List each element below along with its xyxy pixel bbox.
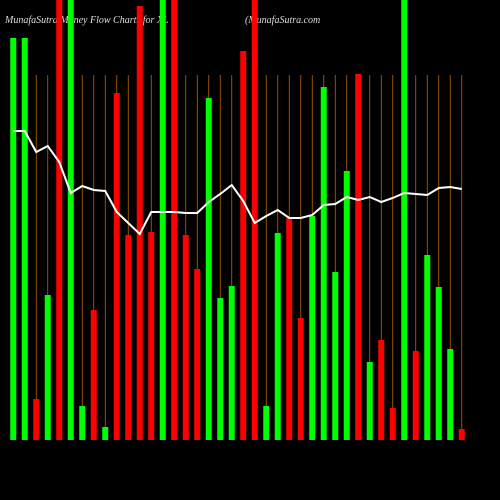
bar [67, 0, 74, 440]
bar [309, 216, 316, 440]
bar [263, 406, 270, 440]
bar [44, 295, 51, 440]
bar [33, 399, 40, 440]
bar [136, 6, 143, 440]
bar [297, 318, 304, 440]
bar [102, 427, 109, 440]
bar [159, 0, 166, 440]
bar [355, 74, 362, 440]
bar [171, 0, 178, 440]
bar [205, 98, 212, 440]
bar [113, 93, 120, 440]
bar [378, 340, 385, 440]
bar [56, 0, 63, 440]
money-flow-line [13, 130, 462, 236]
chart-subtitle: (MunafaSutra.com [245, 15, 320, 26]
bar [125, 235, 132, 440]
bar [228, 286, 235, 440]
bar [148, 232, 155, 440]
bar [182, 235, 189, 440]
bar [389, 408, 396, 440]
bar [366, 362, 373, 440]
bar [458, 429, 465, 440]
bar [332, 272, 339, 440]
bar [194, 269, 201, 440]
bar [401, 0, 408, 440]
bar [447, 349, 454, 440]
bar [10, 38, 17, 440]
bar [424, 255, 431, 440]
bar [217, 298, 224, 440]
bar [320, 87, 327, 440]
bar [412, 351, 419, 440]
bar [435, 287, 442, 440]
bar [21, 38, 28, 440]
bar [240, 51, 247, 440]
bar [286, 218, 293, 440]
bar [251, 0, 258, 440]
bar [79, 406, 86, 440]
bar [90, 310, 97, 440]
bar [274, 233, 281, 440]
chart-title: MunafaSutra Money Flow Charts for XL [4, 15, 169, 26]
bar [343, 171, 350, 440]
